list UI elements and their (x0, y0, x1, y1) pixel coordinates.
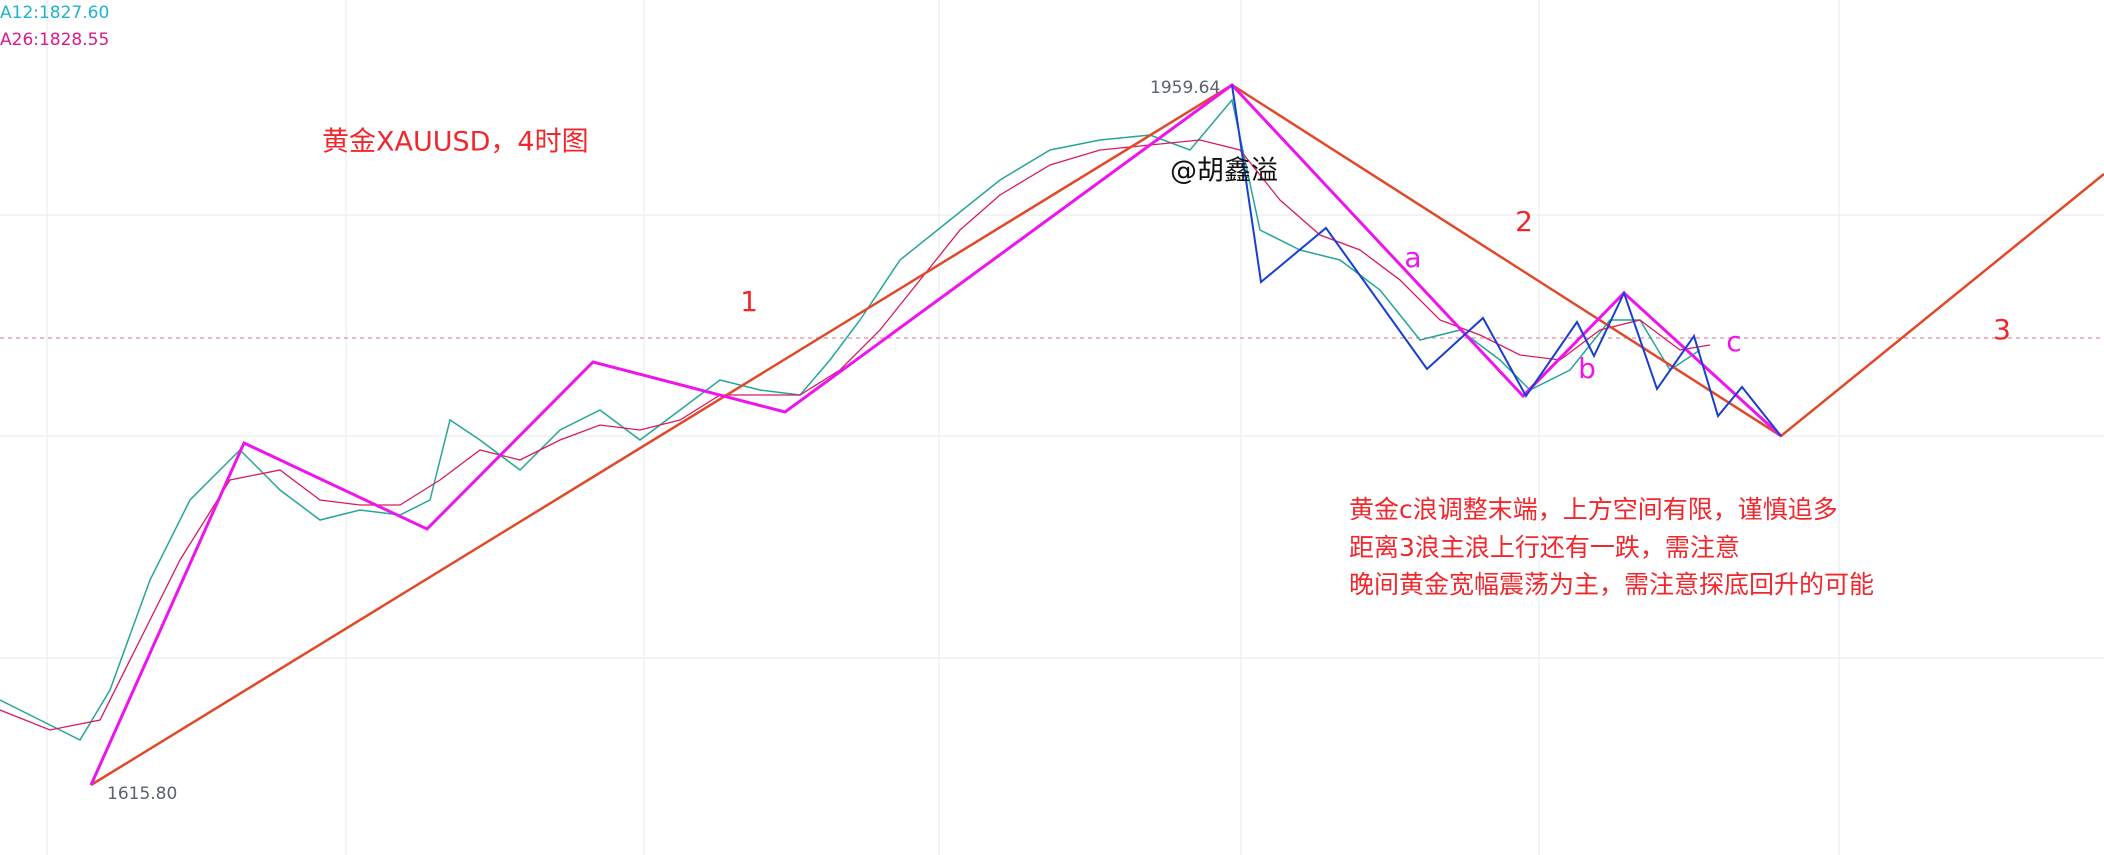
ma-line (0, 98, 1701, 741)
wave-label: c (1726, 325, 1741, 358)
note-line: 晚间黄金宽幅震荡为主，需注意探底回升的可能 (1349, 570, 1874, 599)
price-trace (0, 98, 1711, 741)
main-wave-line (90, 83, 2104, 787)
note-line: 距离3浪主浪上行还有一跌，需注意 (1349, 533, 1740, 562)
high-price-label: 1959.64 (1150, 78, 1220, 98)
sub-wave-line (1231, 84, 1782, 437)
note-line: 黄金c浪调整末端，上方空间有限，谨慎追多 (1349, 495, 1838, 524)
wave-label: 2 (1515, 205, 1533, 238)
wave-label: a (1404, 241, 1421, 274)
legend-ma12: A12:1827.60 (0, 3, 109, 23)
ma-line (0, 139, 1711, 731)
watermark: @胡鑫溢 (1170, 156, 1278, 187)
wave-label: 3 (1993, 313, 2011, 346)
wave-line (89, 83, 1783, 786)
low-price-label: 1615.80 (107, 784, 177, 804)
chart-title: 黄金XAUUSD，4时图 (322, 127, 589, 158)
wave-label: 1 (740, 285, 758, 318)
legend-ma26: A26:1828.55 (0, 30, 109, 50)
wave-label: b (1578, 352, 1596, 385)
